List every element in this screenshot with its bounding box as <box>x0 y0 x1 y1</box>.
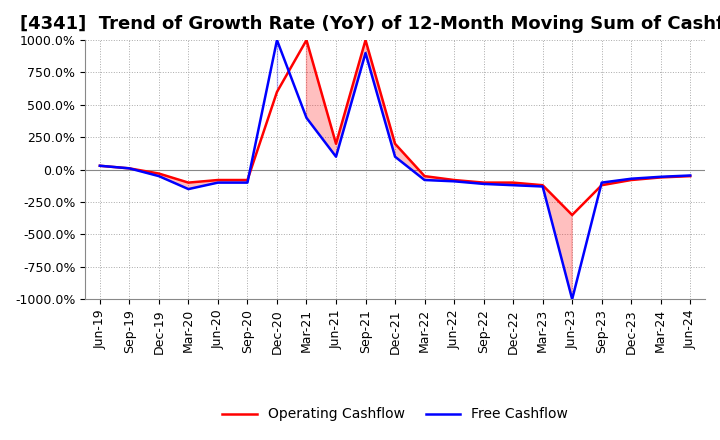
Operating Cashflow <box>509 180 518 185</box>
Free Cashflow <box>420 177 429 183</box>
Operating Cashflow <box>420 173 429 179</box>
Free Cashflow <box>509 183 518 188</box>
Operating Cashflow <box>598 183 606 188</box>
Free Cashflow <box>657 174 665 180</box>
Free Cashflow <box>361 51 370 56</box>
Line: Free Cashflow: Free Cashflow <box>100 40 690 299</box>
Operating Cashflow <box>214 177 222 183</box>
Free Cashflow <box>243 180 252 185</box>
Legend: Operating Cashflow, Free Cashflow: Operating Cashflow, Free Cashflow <box>216 402 574 427</box>
Free Cashflow <box>598 180 606 185</box>
Operating Cashflow <box>332 141 341 147</box>
Operating Cashflow <box>243 177 252 183</box>
Operating Cashflow <box>627 177 636 183</box>
Operating Cashflow <box>657 175 665 180</box>
Free Cashflow <box>450 179 459 184</box>
Operating Cashflow <box>302 37 311 43</box>
Operating Cashflow <box>568 213 577 218</box>
Free Cashflow <box>214 180 222 185</box>
Line: Operating Cashflow: Operating Cashflow <box>100 40 690 215</box>
Free Cashflow <box>627 176 636 181</box>
Free Cashflow <box>480 181 488 187</box>
Title: [4341]  Trend of Growth Rate (YoY) of 12-Month Moving Sum of Cashflows: [4341] Trend of Growth Rate (YoY) of 12-… <box>20 15 720 33</box>
Operating Cashflow <box>361 37 370 43</box>
Operating Cashflow <box>450 177 459 183</box>
Free Cashflow <box>391 154 400 159</box>
Free Cashflow <box>302 115 311 121</box>
Operating Cashflow <box>155 171 163 176</box>
Operating Cashflow <box>273 89 282 95</box>
Free Cashflow <box>539 184 547 189</box>
Free Cashflow <box>332 154 341 159</box>
Operating Cashflow <box>686 173 695 179</box>
Operating Cashflow <box>184 180 193 185</box>
Operating Cashflow <box>391 141 400 147</box>
Operating Cashflow <box>125 166 134 171</box>
Free Cashflow <box>568 297 577 302</box>
Free Cashflow <box>184 187 193 192</box>
Free Cashflow <box>273 37 282 43</box>
Free Cashflow <box>125 166 134 171</box>
Free Cashflow <box>96 163 104 169</box>
Free Cashflow <box>155 173 163 179</box>
Operating Cashflow <box>480 180 488 185</box>
Free Cashflow <box>686 173 695 178</box>
Operating Cashflow <box>539 183 547 188</box>
Operating Cashflow <box>96 163 104 169</box>
